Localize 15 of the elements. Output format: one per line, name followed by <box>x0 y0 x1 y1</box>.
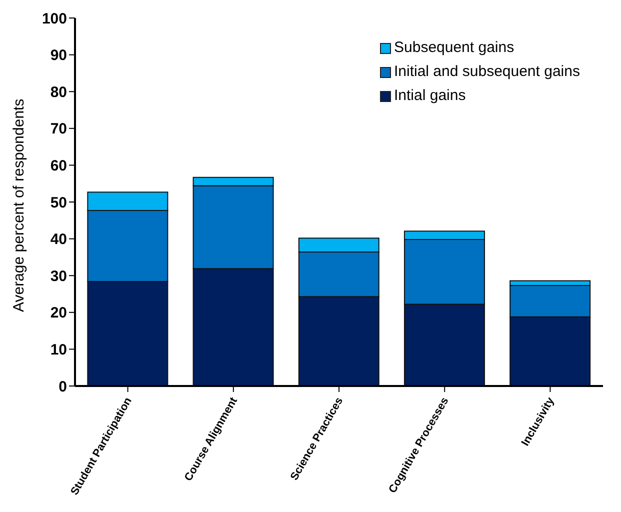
y-tick-label: 20 <box>50 304 67 322</box>
y-tick-label: 60 <box>50 158 67 175</box>
y-tick-label: 0 <box>58 378 67 396</box>
y-tick-label: 40 <box>50 231 67 248</box>
legend-label: Intial gains <box>394 86 466 106</box>
legend-label: Subsequent gains <box>394 38 514 58</box>
y-tick-label: 10 <box>50 342 67 359</box>
y-tick-label: 30 <box>50 268 67 285</box>
y-axis-title: Average percent of respondents <box>10 98 28 312</box>
legend-label: Initial and subsequent gains <box>394 62 580 82</box>
y-tick-label: 90 <box>50 47 67 64</box>
y-tick-label: 80 <box>50 84 67 101</box>
y-tick-label: 100 <box>42 10 67 28</box>
y-tick-label: 50 <box>50 194 67 212</box>
y-tick-label: 70 <box>50 120 67 138</box>
